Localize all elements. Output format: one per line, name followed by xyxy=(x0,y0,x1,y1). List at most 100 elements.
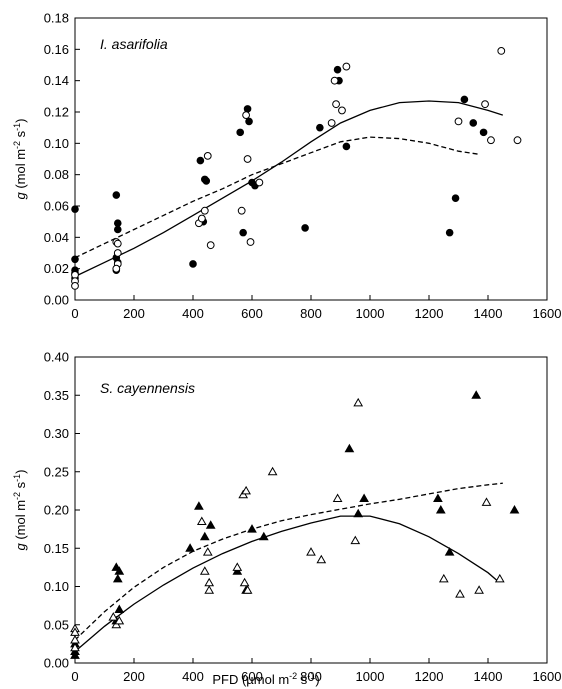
data-point-filled-circle xyxy=(333,65,342,74)
solid-fit-line xyxy=(74,515,498,652)
data-point-filled-circle xyxy=(445,228,454,237)
x-tick-label: 1000 xyxy=(356,306,385,321)
data-point-open-circle xyxy=(243,155,252,163)
y-tick-label: 0.05 xyxy=(44,617,69,632)
data-point-filled-triangle xyxy=(70,650,80,659)
data-point-open-circle xyxy=(338,106,346,115)
data-point-open-triangle xyxy=(199,566,210,575)
data-point-open-triangle xyxy=(481,497,492,506)
y-tick-label: 0.18 xyxy=(44,11,69,26)
data-point-open-triangle xyxy=(241,485,251,495)
data-point-open-circle xyxy=(71,282,79,290)
y-tick-label: 0.30 xyxy=(44,426,69,441)
plot-frame xyxy=(74,17,548,301)
y-tick-label: 0.20 xyxy=(44,503,69,518)
data-point-open-triangle xyxy=(316,554,327,564)
data-point-filled-triangle xyxy=(433,493,443,502)
data-point-filled-circle xyxy=(113,219,122,228)
panel-s-cayennensis: 0 200 400 600 800 1000 1200 1400 1600 0.00 0.05 0.1… xyxy=(12,350,561,688)
data-point-filled-triangle xyxy=(247,524,257,533)
data-point-open-circle xyxy=(513,136,522,145)
x-tick-label: 200 xyxy=(123,306,145,321)
data-point-filled-triangle xyxy=(112,573,123,583)
data-point-filled-triangle xyxy=(344,443,355,453)
data-point-open-triangle xyxy=(70,642,80,652)
plot-frame xyxy=(74,356,548,664)
data-point-open-circle xyxy=(497,47,506,55)
solid-fit-line xyxy=(74,100,503,278)
y-tick-label: 0.35 xyxy=(44,388,69,403)
dashed-fit-line xyxy=(74,482,503,641)
data-point-filled-triangle xyxy=(114,566,125,575)
data-point-filled-triangle xyxy=(199,531,210,541)
y-tick-label: 0.04 xyxy=(44,230,69,245)
x-tick-label: 800 xyxy=(300,669,322,684)
data-point-open-circle xyxy=(206,241,215,250)
data-point-filled-circle xyxy=(316,123,324,132)
panel-label: I. asarifolia xyxy=(100,36,168,52)
y-tick-label: 0.08 xyxy=(44,167,69,182)
x-axis-title: PFD (µmol m-2 s-1) xyxy=(212,671,319,687)
y-tick-label: 0.00 xyxy=(44,293,69,308)
data-point-filled-circle xyxy=(460,95,469,104)
data-point-open-circle xyxy=(112,264,121,273)
x-tick-label: 1200 xyxy=(415,306,444,321)
data-point-open-triangle xyxy=(204,585,215,594)
data-point-open-circle xyxy=(113,249,122,257)
data-point-open-triangle xyxy=(455,589,465,598)
data-point-filled-circle xyxy=(451,194,460,202)
y-tick-label: 0.10 xyxy=(44,136,69,151)
data-point-open-triangle xyxy=(474,585,484,594)
data-point-open-circle xyxy=(255,178,264,187)
x-tick-label: 0 xyxy=(71,306,78,321)
data-point-open-triangle xyxy=(204,577,215,587)
x-tick-label: 1600 xyxy=(533,306,562,321)
data-point-open-triangle xyxy=(202,547,213,556)
data-point-filled-triangle xyxy=(205,520,216,529)
x-tick-label: 1400 xyxy=(474,306,503,321)
data-point-open-circle xyxy=(200,206,209,215)
data-point-filled-triangle xyxy=(471,390,482,399)
x-tick-label: 400 xyxy=(182,669,204,684)
panel-i-asarifolia: 0 200 400 600 800 1000 1200 1400 1600 0.00 0.02 0.0… xyxy=(12,11,561,322)
data-point-filled-triangle xyxy=(114,604,125,613)
y-tick-label: 0.40 xyxy=(44,350,69,365)
x-tick-label: 1600 xyxy=(533,669,562,684)
data-point-filled-circle xyxy=(479,128,488,137)
data-point-filled-triangle xyxy=(185,543,195,552)
data-point-open-circle xyxy=(197,214,206,223)
data-point-filled-circle xyxy=(243,105,252,113)
data-point-open-triangle xyxy=(332,493,343,502)
data-point-open-circle xyxy=(342,62,351,71)
data-point-filled-circle xyxy=(245,117,253,126)
data-point-filled-circle xyxy=(239,228,247,237)
data-point-open-circle xyxy=(481,100,489,109)
panel-label: S. cayennensis xyxy=(100,380,195,396)
data-point-filled-triangle xyxy=(509,504,520,514)
data-point-filled-triangle xyxy=(353,508,364,518)
y-tick-label: 0.00 xyxy=(44,656,69,671)
x-tick-label: 200 xyxy=(123,669,145,684)
data-point-filled-circle xyxy=(196,156,205,165)
data-point-open-triangle xyxy=(114,615,125,625)
x-tick-label: 600 xyxy=(241,306,263,321)
y-axis-title: g (mol m-2 s-1) xyxy=(12,118,28,199)
data-point-filled-circle xyxy=(189,260,197,268)
y-tick-label: 0.25 xyxy=(44,464,69,479)
y-tick-label: 0.12 xyxy=(44,105,69,120)
data-point-open-circle xyxy=(246,238,255,246)
data-point-open-triangle xyxy=(196,516,207,525)
data-point-open-circle xyxy=(327,119,336,127)
x-tick-label: 800 xyxy=(300,306,322,321)
data-point-open-circle xyxy=(332,100,340,109)
data-point-filled-circle xyxy=(113,225,122,234)
data-point-open-circle xyxy=(330,76,339,85)
y-tick-label: 0.15 xyxy=(44,541,69,556)
x-tick-label: 0 xyxy=(71,669,78,684)
x-tick-label: 400 xyxy=(182,306,204,321)
data-point-filled-triangle xyxy=(258,531,269,541)
data-point-open-triangle xyxy=(239,577,250,587)
y-tick-label: 0.06 xyxy=(44,199,69,214)
x-tick-label: 1200 xyxy=(415,669,444,684)
